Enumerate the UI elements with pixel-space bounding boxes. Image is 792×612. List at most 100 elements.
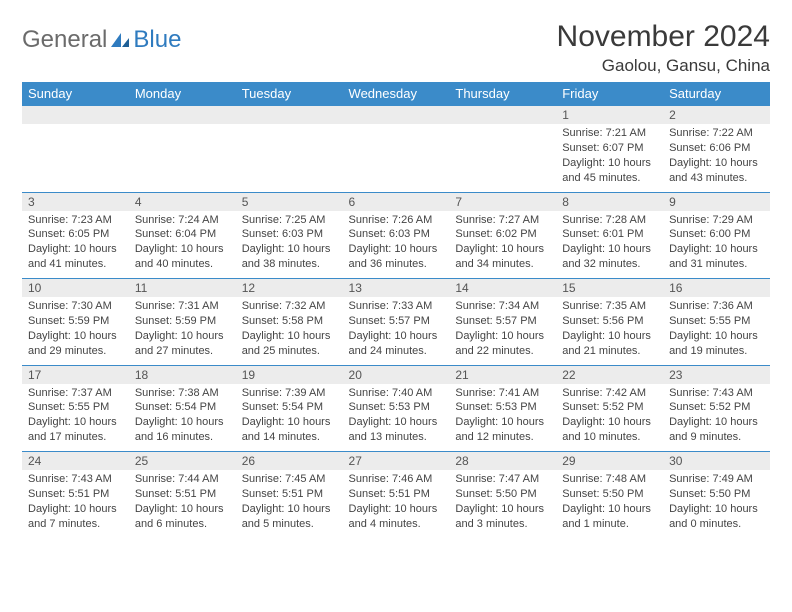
daylight-text: Daylight: 10 hours and 19 minutes. (669, 329, 764, 359)
day-number: 26 (236, 452, 343, 471)
sunset-text: Sunset: 5:52 PM (669, 400, 764, 415)
sunrise-text: Sunrise: 7:25 AM (242, 213, 337, 228)
day-cell: Sunrise: 7:40 AMSunset: 5:53 PMDaylight:… (343, 384, 450, 452)
daylight-text: Daylight: 10 hours and 16 minutes. (135, 415, 230, 445)
day-cell: Sunrise: 7:43 AMSunset: 5:52 PMDaylight:… (663, 384, 770, 452)
sunrise-text: Sunrise: 7:33 AM (349, 299, 444, 314)
day-number: 6 (343, 192, 450, 211)
sunset-text: Sunset: 5:55 PM (669, 314, 764, 329)
day-cell: Sunrise: 7:32 AMSunset: 5:58 PMDaylight:… (236, 297, 343, 365)
day-cell: Sunrise: 7:47 AMSunset: 5:50 PMDaylight:… (449, 470, 556, 538)
day-cell: Sunrise: 7:23 AMSunset: 6:05 PMDaylight:… (22, 211, 129, 279)
daylight-text: Daylight: 10 hours and 12 minutes. (455, 415, 550, 445)
weekday-header: Friday (556, 82, 663, 106)
day-cell (129, 124, 236, 192)
day-number: 28 (449, 452, 556, 471)
daylight-text: Daylight: 10 hours and 21 minutes. (562, 329, 657, 359)
day-cell: Sunrise: 7:37 AMSunset: 5:55 PMDaylight:… (22, 384, 129, 452)
sunrise-text: Sunrise: 7:46 AM (349, 472, 444, 487)
day-number: 11 (129, 279, 236, 298)
day-cell: Sunrise: 7:43 AMSunset: 5:51 PMDaylight:… (22, 470, 129, 538)
daylight-text: Daylight: 10 hours and 24 minutes. (349, 329, 444, 359)
sunset-text: Sunset: 5:52 PM (562, 400, 657, 415)
sunset-text: Sunset: 5:51 PM (28, 487, 123, 502)
daylight-text: Daylight: 10 hours and 7 minutes. (28, 502, 123, 532)
sunrise-text: Sunrise: 7:49 AM (669, 472, 764, 487)
daylight-text: Daylight: 10 hours and 29 minutes. (28, 329, 123, 359)
day-cell: Sunrise: 7:36 AMSunset: 5:55 PMDaylight:… (663, 297, 770, 365)
sunrise-text: Sunrise: 7:36 AM (669, 299, 764, 314)
daylight-text: Daylight: 10 hours and 36 minutes. (349, 242, 444, 272)
weekday-header: Sunday (22, 82, 129, 106)
day-cell: Sunrise: 7:26 AMSunset: 6:03 PMDaylight:… (343, 211, 450, 279)
weekday-header: Wednesday (343, 82, 450, 106)
sunset-text: Sunset: 6:06 PM (669, 141, 764, 156)
day-cell: Sunrise: 7:41 AMSunset: 5:53 PMDaylight:… (449, 384, 556, 452)
sunset-text: Sunset: 6:03 PM (349, 227, 444, 242)
sunrise-text: Sunrise: 7:40 AM (349, 386, 444, 401)
daylight-text: Daylight: 10 hours and 22 minutes. (455, 329, 550, 359)
day-number-row: 10111213141516 (22, 279, 770, 298)
daylight-text: Daylight: 10 hours and 25 minutes. (242, 329, 337, 359)
daylight-text: Daylight: 10 hours and 31 minutes. (669, 242, 764, 272)
day-number: 9 (663, 192, 770, 211)
daylight-text: Daylight: 10 hours and 3 minutes. (455, 502, 550, 532)
weekday-header: Saturday (663, 82, 770, 106)
daylight-text: Daylight: 10 hours and 4 minutes. (349, 502, 444, 532)
day-number: 7 (449, 192, 556, 211)
weekday-header-row: Sunday Monday Tuesday Wednesday Thursday… (22, 82, 770, 106)
sunset-text: Sunset: 6:00 PM (669, 227, 764, 242)
day-number: 30 (663, 452, 770, 471)
weekday-header: Tuesday (236, 82, 343, 106)
day-cell: Sunrise: 7:27 AMSunset: 6:02 PMDaylight:… (449, 211, 556, 279)
sunrise-text: Sunrise: 7:27 AM (455, 213, 550, 228)
daylight-text: Daylight: 10 hours and 27 minutes. (135, 329, 230, 359)
sunset-text: Sunset: 5:50 PM (562, 487, 657, 502)
day-number: 12 (236, 279, 343, 298)
daylight-text: Daylight: 10 hours and 45 minutes. (562, 156, 657, 186)
sunset-text: Sunset: 6:04 PM (135, 227, 230, 242)
sunrise-text: Sunrise: 7:41 AM (455, 386, 550, 401)
day-number: 3 (22, 192, 129, 211)
sunrise-text: Sunrise: 7:30 AM (28, 299, 123, 314)
sunrise-text: Sunrise: 7:28 AM (562, 213, 657, 228)
day-number (343, 106, 450, 125)
sunrise-text: Sunrise: 7:22 AM (669, 126, 764, 141)
month-title: November 2024 (557, 20, 770, 54)
day-cell: Sunrise: 7:48 AMSunset: 5:50 PMDaylight:… (556, 470, 663, 538)
sunset-text: Sunset: 6:07 PM (562, 141, 657, 156)
sunrise-text: Sunrise: 7:32 AM (242, 299, 337, 314)
day-cell (236, 124, 343, 192)
day-number: 10 (22, 279, 129, 298)
day-number: 29 (556, 452, 663, 471)
sunset-text: Sunset: 5:55 PM (28, 400, 123, 415)
sunrise-text: Sunrise: 7:35 AM (562, 299, 657, 314)
daylight-text: Daylight: 10 hours and 9 minutes. (669, 415, 764, 445)
sunset-text: Sunset: 5:51 PM (242, 487, 337, 502)
day-cell (449, 124, 556, 192)
logo-sail-icon (109, 31, 131, 49)
sunset-text: Sunset: 5:59 PM (135, 314, 230, 329)
sunrise-text: Sunrise: 7:47 AM (455, 472, 550, 487)
sunset-text: Sunset: 5:53 PM (349, 400, 444, 415)
sunset-text: Sunset: 5:54 PM (242, 400, 337, 415)
sunrise-text: Sunrise: 7:43 AM (28, 472, 123, 487)
day-cell: Sunrise: 7:33 AMSunset: 5:57 PMDaylight:… (343, 297, 450, 365)
day-cell: Sunrise: 7:44 AMSunset: 5:51 PMDaylight:… (129, 470, 236, 538)
logo-text-blue: Blue (133, 26, 181, 54)
day-cell: Sunrise: 7:22 AMSunset: 6:06 PMDaylight:… (663, 124, 770, 192)
sunrise-text: Sunrise: 7:29 AM (669, 213, 764, 228)
day-cell (22, 124, 129, 192)
logo-text-general: General (22, 26, 107, 54)
day-number: 24 (22, 452, 129, 471)
day-number: 21 (449, 365, 556, 384)
day-number (236, 106, 343, 125)
day-content-row: Sunrise: 7:30 AMSunset: 5:59 PMDaylight:… (22, 297, 770, 365)
day-content-row: Sunrise: 7:23 AMSunset: 6:05 PMDaylight:… (22, 211, 770, 279)
daylight-text: Daylight: 10 hours and 1 minute. (562, 502, 657, 532)
weekday-header: Monday (129, 82, 236, 106)
day-number (22, 106, 129, 125)
day-number: 25 (129, 452, 236, 471)
weekday-header: Thursday (449, 82, 556, 106)
day-cell (343, 124, 450, 192)
